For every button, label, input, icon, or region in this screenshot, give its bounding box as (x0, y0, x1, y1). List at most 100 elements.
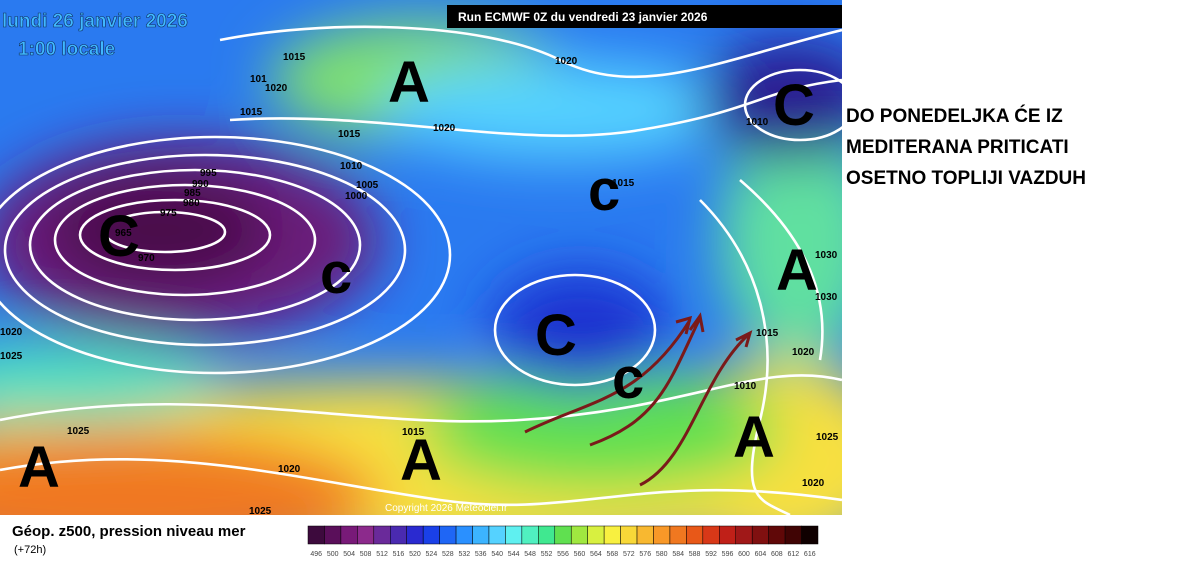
pressure-label: 970 (138, 253, 155, 264)
color-cell (719, 525, 736, 545)
pressure-label: 1020 (433, 123, 456, 134)
pressure-label: 1025 (67, 426, 90, 437)
color-cell (488, 525, 506, 545)
arrows (524, 312, 753, 487)
scale-label: 496 (310, 551, 322, 558)
color-cell (636, 525, 654, 545)
scale-label: 548 (524, 551, 536, 558)
color-cell (422, 525, 440, 545)
pressure-label: 1015 (756, 328, 779, 339)
annotation-line: MEDITERANA PRITICATI (846, 137, 1069, 158)
color-cell (357, 525, 375, 545)
scale-label: 576 (639, 551, 651, 558)
pressure-center: c (612, 346, 644, 411)
color-cell (324, 525, 342, 545)
color-cell (735, 525, 753, 545)
pressure-center: C (773, 73, 815, 138)
scale-label: 580 (656, 551, 668, 558)
color-cell (406, 525, 424, 545)
copyright: Copyright 2026 Meteociel.fr (385, 503, 508, 514)
pressure-label: 1020 (802, 478, 825, 489)
pressure-center: C (535, 303, 577, 368)
pressure-label: 1010 (340, 161, 363, 172)
pressure-label: 1015 (283, 52, 306, 63)
color-cell (669, 525, 687, 545)
scale-label: 608 (771, 551, 783, 558)
legend-title: Géop. z500, pression niveau mer (12, 523, 246, 540)
pressure-label: 1015 (240, 107, 263, 118)
pressure-center: c (588, 158, 620, 223)
pressure-label: 1015 (402, 427, 425, 438)
color-cell (686, 525, 704, 545)
pressure-label: 1025 (249, 506, 272, 517)
pressure-label: 1010 (746, 117, 769, 128)
pressure-label: 1005 (356, 180, 379, 191)
color-cell (620, 525, 638, 545)
legend-step: (+72h) (14, 544, 46, 556)
pressure-label: 1015 (612, 178, 635, 189)
scale-label: 544 (508, 551, 520, 558)
pressure-center: A (400, 428, 442, 493)
scale-label: 604 (755, 551, 767, 558)
color-cell (603, 525, 621, 545)
color-cell (801, 525, 819, 545)
scale-label: 596 (722, 551, 734, 558)
color-cell (439, 525, 457, 545)
pressure-label: 101 (250, 74, 267, 85)
scale-label: 556 (557, 551, 569, 558)
date: lundi 26 janvier 2026 (2, 11, 188, 32)
pressure-label: 975 (160, 208, 177, 219)
pressure-label: 990 (192, 179, 209, 190)
pressure-label: 965 (115, 228, 132, 239)
scale-label: 500 (327, 551, 339, 558)
pressure-label: 1020 (278, 464, 301, 475)
scale-label: 572 (623, 551, 635, 558)
color-cell (784, 525, 802, 545)
scale-label: 504 (343, 551, 355, 558)
scale-label: 592 (705, 551, 717, 558)
color-cell (570, 525, 588, 545)
scale-label: 520 (409, 551, 421, 558)
color-cell (702, 525, 720, 545)
run-bar (447, 5, 842, 28)
scale-label: 516 (393, 551, 405, 558)
pressure-label: 1025 (0, 351, 23, 362)
run-info: Run ECMWF 0Z du vendredi 23 janvier 2026 (458, 10, 708, 24)
scale-label: 536 (475, 551, 487, 558)
pressure-label: 1025 (816, 432, 839, 443)
color-cell (505, 525, 523, 545)
scale-label: 612 (787, 551, 799, 558)
pressure-label: 1000 (345, 191, 368, 202)
color-cell (390, 525, 407, 545)
pressure-label: 1010 (734, 381, 757, 392)
pressure-label: 1020 (0, 327, 23, 338)
scale-label: 616 (804, 551, 816, 558)
color-cell (653, 525, 671, 545)
scale-label: 532 (458, 551, 470, 558)
color-cell (751, 525, 769, 545)
color-cell (455, 525, 473, 545)
pressure-label: 980 (183, 198, 200, 209)
color-cell (587, 525, 605, 545)
annotation-line: DO PONEDELJKA ĆE IZ (846, 105, 1063, 127)
scale-label: 600 (738, 551, 750, 558)
color-cell (521, 525, 539, 545)
pressure-center: A (733, 405, 775, 470)
annotation-line: OSETNO TOPLIJI VAZDUH (846, 168, 1086, 189)
pressure-label: 995 (200, 168, 217, 179)
scale-label: 564 (590, 551, 602, 558)
scale-label: 508 (360, 551, 372, 558)
color-cell (538, 525, 556, 545)
pressure-center: A (388, 50, 430, 115)
pressure-center: A (776, 238, 818, 303)
pressure-label: 1020 (792, 347, 815, 358)
scale-label: 588 (689, 551, 701, 558)
pressure-label: 1030 (815, 292, 838, 303)
scale-label: 568 (607, 551, 619, 558)
scale-label: 512 (376, 551, 388, 558)
pressure-label: 1030 (815, 250, 838, 261)
pressure-center: C (98, 204, 140, 269)
color-cell (373, 525, 391, 545)
